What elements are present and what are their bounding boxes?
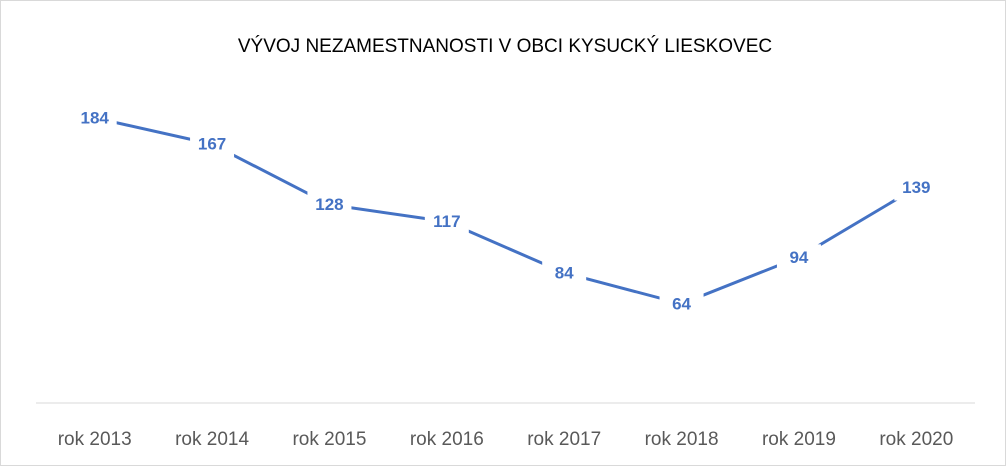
x-tick-label: rok 2013 [58, 429, 132, 450]
x-tick-label: rok 2015 [292, 429, 366, 450]
data-label: 117 [433, 212, 460, 231]
x-tick-label: rok 2020 [879, 429, 953, 450]
label-bg [307, 191, 352, 218]
data-label: 94 [789, 248, 808, 267]
label-bg [776, 244, 821, 271]
x-tick-label: rok 2017 [527, 429, 601, 450]
data-label: 128 [315, 195, 343, 214]
data-label: 84 [555, 263, 574, 282]
data-label: 167 [198, 135, 226, 154]
data-label: 64 [672, 294, 691, 313]
x-tick-label: rok 2014 [175, 429, 249, 450]
label-bg [659, 290, 704, 317]
chart-title: VÝVOJ NEZAMESTNANOSTI V OBCI KYSUCKÝ LIE… [238, 36, 772, 57]
label-bg [424, 208, 469, 235]
data-label: 184 [81, 108, 110, 127]
label-bg [894, 174, 939, 201]
label-bg [190, 131, 235, 158]
x-tick-label: rok 2016 [410, 429, 484, 450]
label-bg [542, 259, 587, 286]
data-label: 139 [902, 178, 930, 197]
x-tick-label: rok 2019 [762, 429, 836, 450]
label-bg [72, 104, 117, 131]
x-tick-label: rok 2018 [645, 429, 719, 450]
